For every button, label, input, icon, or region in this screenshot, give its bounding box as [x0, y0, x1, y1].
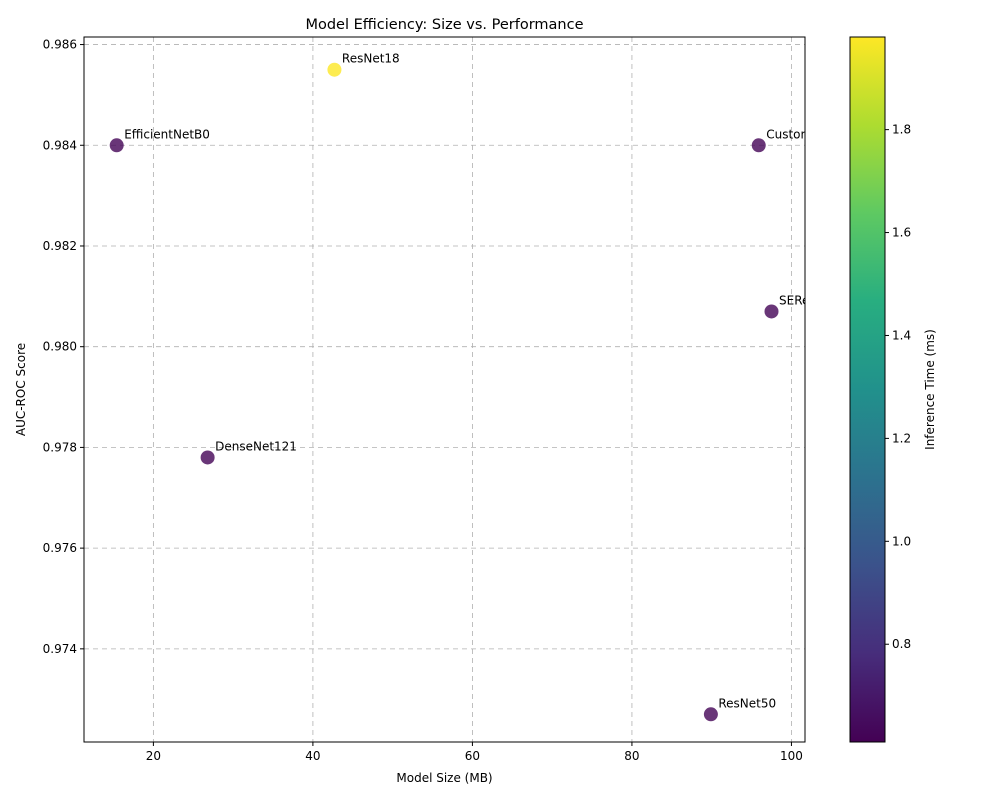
colorbar-tick-label: 1.2 [892, 431, 911, 445]
y-tick-label: 0.976 [43, 541, 77, 555]
data-point [764, 304, 779, 319]
x-tick-label: 20 [146, 749, 161, 763]
x-tick-label: 40 [305, 749, 320, 763]
y-axis-ticks: 0.974 0.976 0.978 0.980 0.982 0.984 0.986 [43, 38, 84, 656]
point-label: EfficientNetB0 [124, 127, 210, 141]
x-axis-label: Model Size (MB) [396, 771, 492, 785]
y-tick-label: 0.980 [43, 340, 77, 354]
colorbar: 0.8 1.0 1.2 1.4 1.6 1.8 Inference Time (ms) [849, 36, 937, 743]
data-point [200, 450, 215, 465]
colorbar-tick-label: 1.4 [892, 328, 911, 342]
y-axis-label: AUC-ROC Score [14, 343, 28, 436]
data-point [751, 138, 766, 153]
point-label: Custom Model [766, 127, 852, 141]
grid [84, 37, 805, 742]
point-label: ResNet50 [718, 696, 776, 710]
colorbar-tick-label: 1.6 [892, 226, 911, 240]
x-axis-ticks: 20 40 60 80 100 [146, 742, 803, 763]
colorbar-ticks: 0.8 1.0 1.2 1.4 1.6 1.8 [885, 123, 911, 651]
x-tick-label: 60 [465, 749, 480, 763]
colorbar-tick-label: 1.8 [892, 123, 911, 137]
point-label: SEResNeXt [779, 293, 845, 307]
colorbar-tick-label: 1.0 [892, 534, 911, 548]
data-points [109, 62, 779, 722]
point-labels: EfficientNetB0 DenseNet121 ResNet18 ResNet5… [124, 52, 852, 711]
data-point [109, 138, 124, 153]
colorbar-tick-label: 0.8 [892, 637, 911, 651]
point-label: DenseNet121 [215, 439, 297, 453]
chart-title: Model Efficiency: Size vs. Performance [305, 17, 583, 33]
y-tick-label: 0.982 [43, 239, 77, 253]
x-tick-label: 80 [624, 749, 639, 763]
plot-frame [83, 36, 806, 743]
y-tick-label: 0.984 [43, 138, 77, 152]
data-point [327, 62, 342, 77]
point-label: ResNet18 [342, 52, 400, 66]
x-tick-label: 100 [780, 749, 803, 763]
colorbar-label: Inference Time (ms) [923, 329, 937, 450]
colorbar-gradient [849, 36, 886, 743]
data-point [703, 707, 718, 722]
y-tick-label: 0.974 [43, 642, 77, 656]
y-tick-label: 0.978 [43, 440, 77, 454]
y-tick-label: 0.986 [43, 38, 77, 52]
